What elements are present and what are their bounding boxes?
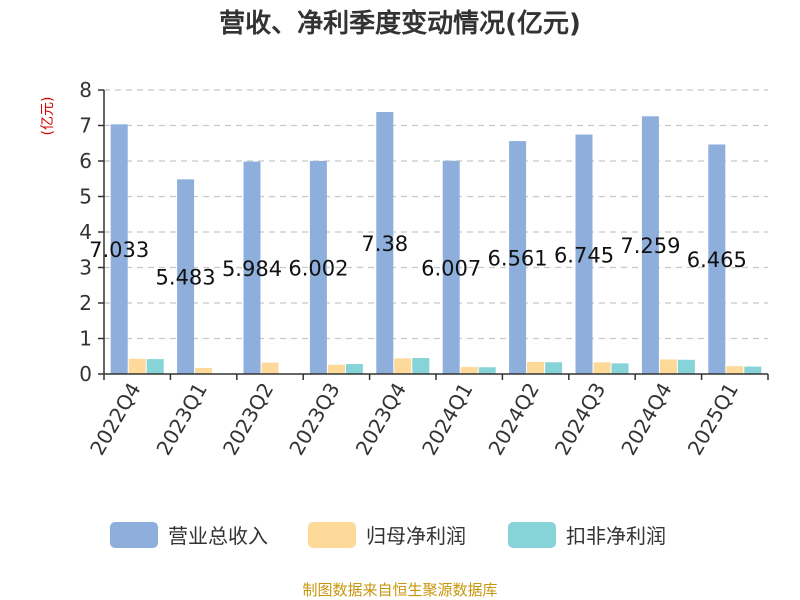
bar-2-2024Q2 xyxy=(527,361,545,374)
x-tick-label: 2023Q2 xyxy=(218,379,278,460)
bar-1-2022Q4 xyxy=(110,124,128,375)
data-label-revenue: 5.483 xyxy=(156,266,216,290)
data-labels: 7.033 5.483 5.984 6.002 7.38 6.007 6.561 6.745 7… xyxy=(89,232,747,290)
bar-1-2024Q4 xyxy=(641,116,659,375)
bar-2-2025Q1 xyxy=(726,366,744,374)
bar-1-2023Q3 xyxy=(309,160,327,374)
bar-2-2024Q4 xyxy=(659,359,677,374)
bar-3-2024Q1 xyxy=(478,367,496,374)
data-label-revenue: 5.984 xyxy=(222,257,282,281)
bars xyxy=(110,112,762,375)
bar-1-2023Q4 xyxy=(376,112,394,374)
x-tick-label: 2024Q4 xyxy=(616,379,676,460)
y-tick-label: 2 xyxy=(79,291,92,315)
data-label-revenue: 7.259 xyxy=(620,234,680,258)
bar-3-2023Q3 xyxy=(345,364,363,374)
bar-1-2024Q3 xyxy=(575,134,593,374)
data-label-revenue: 6.745 xyxy=(554,243,614,267)
bar-2-2023Q3 xyxy=(327,364,345,374)
legend-swatch xyxy=(508,522,556,548)
bar-2-2023Q1 xyxy=(195,367,213,374)
chart-title: 营收、净利季度变动情况(亿元) xyxy=(219,8,581,39)
bar-2-2023Q4 xyxy=(394,358,412,374)
bar-3-2024Q4 xyxy=(677,359,695,374)
y-tick-label: 8 xyxy=(79,78,92,102)
data-label-revenue: 6.002 xyxy=(288,256,348,280)
bar-3-2024Q2 xyxy=(545,362,563,374)
legend-label: 归母净利润 xyxy=(366,524,466,548)
bar-2-2024Q1 xyxy=(460,366,478,374)
bar-2-2023Q2 xyxy=(261,362,279,374)
bar-3-2024Q3 xyxy=(611,363,629,374)
x-tick-label: 2023Q1 xyxy=(151,379,211,460)
bar-1-2024Q1 xyxy=(442,160,460,374)
data-label-revenue: 6.561 xyxy=(488,247,548,271)
x-tick-label: 2025Q1 xyxy=(683,379,743,460)
y-tick-label: 0 xyxy=(79,362,92,386)
bar-1-2025Q1 xyxy=(708,144,726,374)
y-tick-label: 1 xyxy=(79,327,92,351)
x-tick-label: 2024Q2 xyxy=(483,379,543,460)
y-tick-label: 4 xyxy=(79,220,92,244)
y-tick-label: 7 xyxy=(79,114,92,138)
source-note: 制图数据来自恒生聚源数据库 xyxy=(302,581,497,599)
bar-1-2023Q2 xyxy=(243,161,261,374)
axes xyxy=(103,90,769,380)
bar-3-2022Q4 xyxy=(146,359,164,374)
legend-label: 营业总收入 xyxy=(168,524,268,548)
legend-swatch xyxy=(110,522,158,548)
legend-swatch xyxy=(308,522,356,548)
bar-2-2024Q3 xyxy=(593,362,611,374)
x-tick-label: 2024Q1 xyxy=(417,379,477,460)
data-label-revenue: 7.38 xyxy=(361,232,408,256)
x-tick-label: 2023Q3 xyxy=(284,379,344,460)
legend: 营业总收入 归母净利润 扣非净利润 xyxy=(110,522,666,548)
y-axis-unit-label: (亿元) xyxy=(40,97,56,136)
y-tick-label: 3 xyxy=(79,256,92,280)
x-tick-label: 2024Q3 xyxy=(550,379,610,460)
data-label-revenue: 7.033 xyxy=(89,238,149,262)
legend-label: 扣非净利润 xyxy=(566,524,666,548)
x-tick-label: 2023Q4 xyxy=(351,379,411,460)
grid-lines xyxy=(98,89,768,375)
bar-3-2025Q1 xyxy=(744,366,762,374)
data-label-revenue: 6.465 xyxy=(687,248,747,272)
x-tick-label: 2022Q4 xyxy=(85,379,145,460)
bar-1-2024Q2 xyxy=(509,141,527,374)
data-label-revenue: 6.007 xyxy=(421,256,481,280)
bar-1-2023Q1 xyxy=(177,179,195,374)
y-tick-label: 6 xyxy=(79,149,92,173)
bar-3-2023Q4 xyxy=(412,358,430,374)
y-tick-label: 5 xyxy=(79,185,92,209)
bar-2-2022Q4 xyxy=(128,358,146,374)
